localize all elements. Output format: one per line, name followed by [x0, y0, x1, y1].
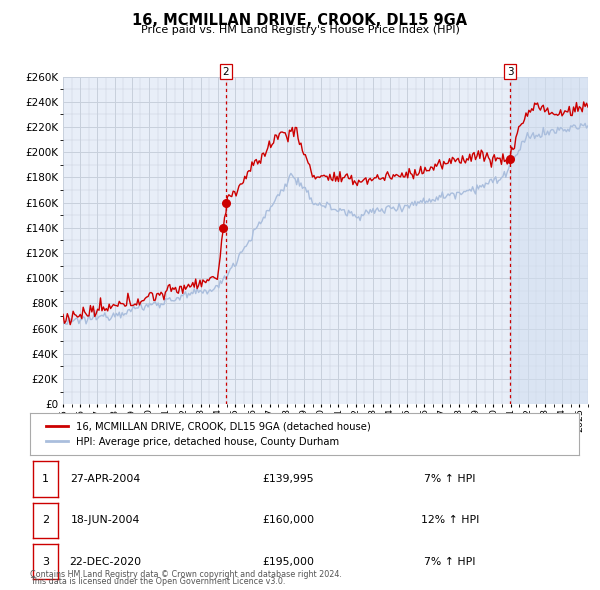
- Text: £139,995: £139,995: [262, 474, 314, 484]
- Text: This data is licensed under the Open Government Licence v3.0.: This data is licensed under the Open Gov…: [30, 578, 286, 586]
- Text: Contains HM Land Registry data © Crown copyright and database right 2024.: Contains HM Land Registry data © Crown c…: [30, 571, 342, 579]
- Text: 22-DEC-2020: 22-DEC-2020: [69, 557, 141, 566]
- Text: 7% ↑ HPI: 7% ↑ HPI: [424, 557, 476, 566]
- Text: 7% ↑ HPI: 7% ↑ HPI: [424, 474, 476, 484]
- Text: £160,000: £160,000: [262, 516, 314, 525]
- Text: 2: 2: [223, 67, 229, 77]
- Text: 2: 2: [42, 516, 49, 525]
- Text: 3: 3: [42, 557, 49, 566]
- Text: 12% ↑ HPI: 12% ↑ HPI: [421, 516, 479, 525]
- Bar: [510, 77, 588, 404]
- Text: 3: 3: [507, 67, 514, 77]
- Text: £195,000: £195,000: [262, 557, 314, 566]
- Legend: 16, MCMILLAN DRIVE, CROOK, DL15 9GA (detached house), HPI: Average price, detach: 16, MCMILLAN DRIVE, CROOK, DL15 9GA (det…: [40, 415, 377, 453]
- Text: 27-APR-2004: 27-APR-2004: [70, 474, 140, 484]
- Text: 18-JUN-2004: 18-JUN-2004: [70, 516, 140, 525]
- Text: Price paid vs. HM Land Registry's House Price Index (HPI): Price paid vs. HM Land Registry's House …: [140, 25, 460, 35]
- Text: 16, MCMILLAN DRIVE, CROOK, DL15 9GA: 16, MCMILLAN DRIVE, CROOK, DL15 9GA: [133, 13, 467, 28]
- Text: 1: 1: [42, 474, 49, 484]
